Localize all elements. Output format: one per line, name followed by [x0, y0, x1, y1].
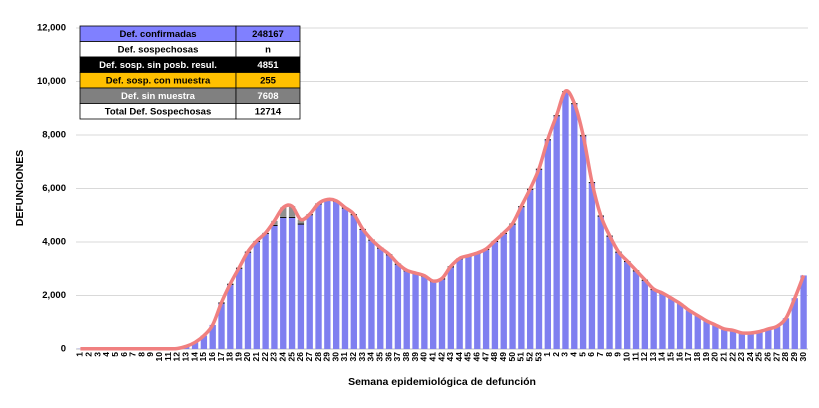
bar-segment: [606, 237, 612, 349]
table-value: 12714: [255, 106, 282, 117]
bar-segment: [254, 242, 260, 349]
bar-segment: [695, 316, 701, 349]
bar-segment: [483, 250, 489, 349]
bar-segment: [659, 294, 665, 349]
bar-segment: [333, 202, 339, 349]
bar-segment: [536, 170, 542, 349]
bar-segment: [448, 267, 454, 349]
table-label: Def. confirmadas: [119, 29, 196, 40]
bar-segment: [298, 224, 304, 225]
table-label: Def. sosp. sin posb. resul.: [99, 60, 217, 71]
table-label: Def. sin muestra: [121, 91, 196, 102]
bar-segment: [527, 190, 533, 349]
bar-segment: [395, 265, 401, 349]
bar-segment: [624, 262, 630, 349]
bar-segment: [421, 277, 427, 349]
bar-segment: [456, 259, 462, 349]
y-tick-label: 0: [61, 344, 66, 355]
y-tick-label: 10,000: [37, 76, 66, 87]
bar-segment: [747, 333, 753, 349]
bar-segment: [386, 255, 392, 349]
bar-segment: [315, 205, 321, 349]
table-label: Def. sosp. con muestra: [106, 75, 211, 86]
bar-segment: [368, 241, 374, 349]
bar-segment: [642, 281, 648, 349]
bar-segment: [289, 217, 295, 218]
bar-segment: [342, 209, 348, 349]
bar-segment: [412, 274, 418, 349]
bar-segment: [465, 257, 471, 349]
bar-segment: [721, 329, 727, 349]
bar-segment: [553, 116, 559, 349]
bar-segment: [580, 136, 586, 349]
bar-segment: [650, 290, 656, 349]
bar-segment: [677, 304, 683, 349]
bar-segment: [774, 326, 780, 349]
table-value: n: [265, 44, 271, 55]
bar-segment: [739, 333, 745, 349]
bar-segment: [668, 298, 674, 349]
y-tick-label: 6,000: [42, 183, 66, 194]
bar-segment: [262, 234, 268, 349]
table-label: Def. sospechosas: [118, 44, 199, 55]
bar-segment: [765, 329, 771, 349]
table-value: 4851: [257, 60, 279, 71]
bar-segment: [236, 269, 242, 349]
bar-segment: [351, 215, 357, 349]
y-axis-title: DEFUNCIONES: [14, 150, 26, 226]
bar-segment: [307, 215, 313, 349]
bar-segment: [377, 249, 383, 349]
bar-segment: [280, 217, 286, 218]
bar-segment: [712, 325, 718, 349]
bar-segment: [271, 226, 277, 349]
y-tick-label: 4,000: [42, 237, 66, 248]
bar-segment: [756, 332, 762, 349]
bar-segment: [562, 92, 568, 349]
bar-segment: [633, 271, 639, 349]
bar-segment: [404, 271, 410, 349]
bar-segment: [501, 234, 507, 349]
bar-segment: [492, 242, 498, 349]
x-axis-title: Semana epidemiológica de defunción: [348, 376, 536, 388]
bar-segment: [359, 230, 365, 349]
bar-segment: [298, 225, 304, 349]
y-tick-label: 8,000: [42, 130, 66, 141]
bar-segment: [509, 225, 515, 349]
bar-segment: [289, 218, 295, 349]
bar-segment: [703, 321, 709, 349]
bar-segment: [686, 310, 692, 349]
bar-segment: [615, 253, 621, 349]
bar-segment: [545, 140, 551, 349]
table-value: 248167: [252, 29, 284, 40]
bar-segment: [518, 207, 524, 349]
bar-segment: [571, 104, 577, 349]
y-tick-label: 12,000: [37, 23, 66, 34]
bar-segment: [589, 183, 595, 349]
bar-segment: [730, 330, 736, 349]
bar-segment: [598, 217, 604, 349]
table-label: Total Def. Sospechosas: [105, 106, 211, 117]
bar-segment: [430, 282, 436, 349]
bar-segment: [800, 275, 806, 349]
bar-segment: [439, 279, 445, 349]
table-value: 255: [260, 75, 277, 86]
bar-segment: [280, 218, 286, 349]
y-tick-label: 2,000: [42, 290, 66, 301]
table-value: 7608: [257, 91, 278, 102]
bar-segment: [227, 285, 233, 349]
x-tick-label: 30: [798, 352, 808, 362]
bar-segment: [474, 254, 480, 349]
bar-segment: [324, 201, 330, 349]
bar-segment: [245, 253, 251, 349]
